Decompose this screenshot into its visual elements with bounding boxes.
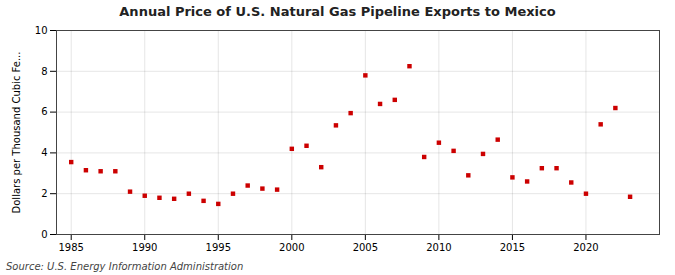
svg-text:10: 10 (35, 25, 48, 36)
svg-text:2000: 2000 (279, 242, 304, 253)
svg-text:8: 8 (41, 66, 47, 77)
html-text:Source: U.S. Energy Informatio: Source: U.S. Energy Information Administ… (6, 261, 244, 272)
svg-text:2015: 2015 (500, 242, 525, 253)
svg-text:6: 6 (41, 106, 47, 117)
svg-text:2020: 2020 (573, 242, 598, 253)
svg-text:2005: 2005 (353, 242, 378, 253)
svg-text:2: 2 (41, 188, 47, 199)
svg-text:4: 4 (41, 147, 47, 158)
svg-text:1995: 1995 (206, 242, 231, 253)
svg-text:2010: 2010 (426, 242, 451, 253)
svg-text:1985: 1985 (58, 242, 83, 253)
html-text:Annual Price of U.S. Natural G: Annual Price of U.S. Natural Gas Pipelin… (119, 4, 556, 19)
svg-text:1990: 1990 (132, 242, 157, 253)
svg-text:0: 0 (41, 229, 47, 240)
svg-text:Dollars per Thousand Cubic Fe.: Dollars per Thousand Cubic Fe... (11, 52, 22, 214)
